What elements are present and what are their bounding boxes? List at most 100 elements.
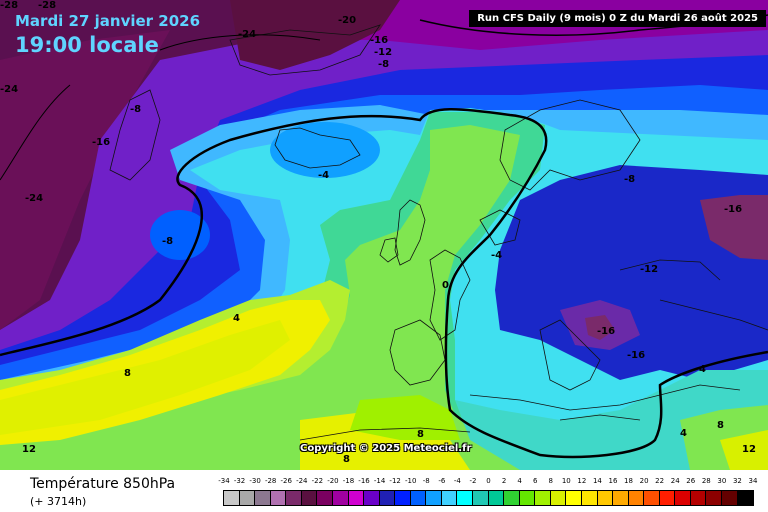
- legend-tick-label: -10: [404, 477, 417, 485]
- legend-tick-label: -24: [296, 477, 308, 485]
- contour-label: -16: [597, 326, 615, 337]
- legend-swatch: [706, 491, 722, 505]
- legend-tick-label: 10: [561, 477, 571, 485]
- legend-tick-label: 34: [748, 477, 758, 485]
- contour-label: 0: [442, 280, 449, 291]
- contour-label: -16: [370, 35, 388, 46]
- legend-tick-label: -6: [438, 477, 446, 485]
- contour-label: 4: [233, 313, 240, 324]
- legend-tick-label: 26: [686, 477, 696, 485]
- legend-swatch: [722, 491, 738, 505]
- legend-swatch: [488, 491, 505, 505]
- legend-swatch: [270, 491, 287, 505]
- contour-label: -16: [92, 137, 110, 148]
- contour-label: 4: [680, 428, 687, 439]
- legend-tick-label: -12: [389, 477, 401, 485]
- legend-tick-label: -14: [373, 477, 386, 485]
- dark-core-zone: [585, 315, 615, 340]
- legend-tick-label: 2: [501, 477, 507, 485]
- copyright-text: Copyright © 2025 Meteociel.fr: [300, 443, 472, 454]
- legend-swatch: [457, 491, 473, 505]
- contour-label: 8: [417, 429, 424, 440]
- legend-swatch: [597, 491, 614, 505]
- legend-swatch: [581, 491, 598, 505]
- contour-label: 12: [22, 444, 36, 455]
- contour-label: -24: [25, 193, 43, 204]
- legend-tick-label: -26: [280, 477, 292, 485]
- legend-tick-label: 14: [592, 477, 602, 485]
- legend-swatch: [566, 491, 582, 505]
- legend-tick-label: 20: [639, 477, 649, 485]
- contour-label: -16: [627, 350, 645, 361]
- contour-label: -28: [38, 0, 56, 11]
- legend-swatch: [737, 491, 754, 505]
- legend-tick-label: -32: [233, 477, 246, 485]
- legend-swatch: [659, 491, 676, 505]
- legend-tick-label: -20: [327, 477, 339, 485]
- contour-label: -8: [162, 236, 173, 247]
- greenland-cold-zone: [230, 0, 400, 70]
- temperature-map: -28 -28 -24 -20 -16 -12 -8 -24 -8 -16 -2…: [0, 0, 768, 470]
- dark-blue-east-zone: [495, 165, 768, 380]
- legend-swatch: [239, 491, 256, 505]
- legend-tick-label: -28: [264, 477, 277, 485]
- legend-tick-label: -22: [311, 477, 324, 485]
- contour-label: -8: [624, 174, 635, 185]
- contour-label: 8: [717, 420, 724, 431]
- legend-tick-label: 30: [717, 477, 727, 485]
- legend-tick-label: -2: [469, 477, 477, 485]
- coastlines: [109, 24, 768, 441]
- legend-swatch: [410, 491, 427, 505]
- contour-label: -16: [724, 204, 742, 215]
- legend-tick-label: -30: [249, 477, 261, 485]
- legend-swatch: [395, 491, 411, 505]
- legend-swatch: [550, 491, 567, 505]
- legend-tick-label: 28: [701, 477, 711, 485]
- legend-tick-label: 16: [608, 477, 618, 485]
- legend-tick-label: 18: [624, 477, 633, 485]
- purple-east-zone: [700, 195, 768, 260]
- contour-label: -12: [374, 47, 392, 58]
- contour-label: -20: [338, 15, 356, 26]
- contour-minus-24-north: [159, 34, 321, 51]
- legend-tick-label: 4: [517, 477, 522, 485]
- legend-swatch: [317, 491, 333, 505]
- legend-tick-label: 32: [732, 477, 742, 485]
- east-med-yellow-zone: [720, 430, 768, 470]
- contour-label: 4: [699, 364, 706, 375]
- forecast-local-time: 19:00 locale: [15, 33, 159, 57]
- contour-label: 8: [343, 454, 350, 465]
- color-legend: [223, 490, 754, 506]
- legend-swatch: [255, 491, 271, 505]
- green-band: [0, 125, 520, 470]
- contour-label: -4: [491, 250, 502, 261]
- legend-tick-label: -34: [218, 477, 230, 485]
- legend-tick-label: -18: [342, 477, 355, 485]
- zero-degree-contour: [0, 108, 768, 459]
- contour-label: -8: [130, 104, 141, 115]
- contour-label: 8: [124, 368, 131, 379]
- legend-swatch: [535, 491, 551, 505]
- legend-swatch: [364, 491, 380, 505]
- contour-label: -24: [0, 84, 18, 95]
- legend-tick-label: 8: [548, 477, 553, 485]
- legend-swatch: [644, 491, 660, 505]
- legend-swatch: [441, 491, 458, 505]
- legend-tick-label: -16: [358, 477, 370, 485]
- legend-swatch: [348, 491, 365, 505]
- contour-label: -12: [640, 264, 658, 275]
- legend-tick-label: 24: [670, 477, 680, 485]
- legend-swatch: [473, 491, 489, 505]
- forecast-date: Mardi 27 janvier 2026: [15, 12, 201, 30]
- legend-tick-label: 6: [532, 477, 538, 485]
- legend-tick-label: 0: [486, 477, 491, 485]
- legend-swatch: [519, 491, 536, 505]
- legend-swatch: [379, 491, 396, 505]
- legend-swatch: [224, 491, 240, 505]
- legend-tick-label: 22: [655, 477, 665, 485]
- legend-swatch: [675, 491, 691, 505]
- legend-tick-label: -8: [422, 477, 430, 485]
- legend-swatch: [301, 491, 318, 505]
- model-run-info: Run CFS Daily (9 mois) 0 Z du Mardi 26 a…: [469, 10, 766, 27]
